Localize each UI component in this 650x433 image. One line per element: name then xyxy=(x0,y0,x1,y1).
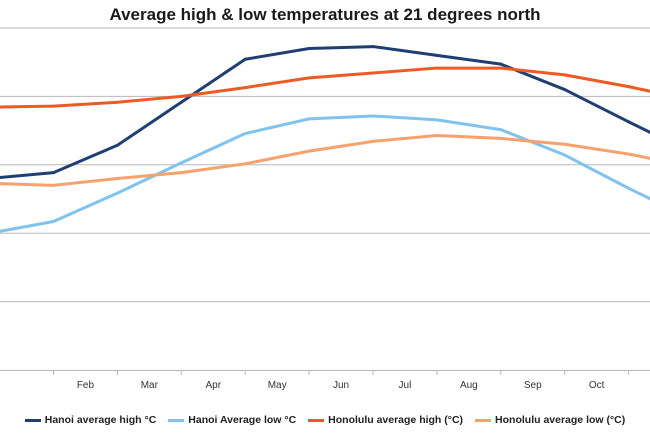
x-tick-label: Mar xyxy=(141,380,159,391)
legend-label: Hanoi average high °C xyxy=(44,414,157,426)
data-point xyxy=(52,183,55,187)
data-point xyxy=(115,100,119,104)
data-point xyxy=(179,171,183,175)
data-point xyxy=(179,94,183,98)
data-point xyxy=(52,104,55,108)
legend-label: Hanoi Average low °C xyxy=(188,414,297,426)
data-point xyxy=(307,149,311,153)
series-line-2 xyxy=(0,114,650,233)
x-tick-label: Apr xyxy=(205,380,221,391)
data-point xyxy=(307,76,311,80)
legend-label: Honolulu average high (°C) xyxy=(328,414,464,426)
data-point xyxy=(499,136,503,140)
data-point xyxy=(371,71,375,75)
data-point xyxy=(563,153,567,157)
data-point xyxy=(307,47,311,51)
data-point xyxy=(115,191,119,195)
x-tick-label: Jul xyxy=(399,380,412,391)
data-point xyxy=(435,53,439,57)
legend-entry-1: Hanoi average high °C xyxy=(24,414,157,426)
chart-legend: Hanoi average high °C Hanoi Average low °… xyxy=(0,414,650,426)
data-point xyxy=(563,73,567,77)
data-point xyxy=(243,57,247,61)
legend-swatch xyxy=(168,418,185,422)
data-point xyxy=(563,142,567,146)
legend-swatch xyxy=(24,418,41,422)
x-tick-label: Aug xyxy=(460,380,478,391)
data-point xyxy=(371,45,375,49)
data-point xyxy=(435,133,439,137)
data-point xyxy=(179,161,183,165)
data-point xyxy=(115,176,119,180)
data-point xyxy=(627,186,631,190)
legend-label: Honolulu average low (°C) xyxy=(495,414,626,426)
data-point xyxy=(371,114,375,118)
x-tick-label: May xyxy=(268,380,287,391)
data-point xyxy=(435,118,439,122)
chart-title: Average high & low temperatures at 21 de… xyxy=(109,5,541,24)
series-line-3 xyxy=(0,66,650,109)
data-point xyxy=(435,66,439,70)
data-point xyxy=(243,162,247,166)
data-point xyxy=(371,139,375,143)
line-chart: FebMarAprMayJunJulAugSepOctNov xyxy=(0,27,650,391)
x-tick-label: Sep xyxy=(524,380,542,391)
legend-swatch xyxy=(308,418,325,422)
legend-entry-2: Hanoi Average low °C xyxy=(168,414,296,426)
data-point xyxy=(499,66,503,70)
legend-swatch xyxy=(475,418,492,422)
series-line-1 xyxy=(0,45,650,180)
legend-entry-3: Honolulu average high (°C) xyxy=(308,414,463,426)
x-tick-label: Feb xyxy=(77,380,95,391)
data-point xyxy=(627,152,631,156)
data-point xyxy=(115,143,119,147)
x-tick-label: Jun xyxy=(333,380,349,391)
data-point xyxy=(52,171,55,175)
data-point xyxy=(307,117,311,121)
data-point xyxy=(499,128,503,132)
data-point xyxy=(499,62,503,66)
data-point xyxy=(243,86,247,90)
data-point xyxy=(179,100,183,104)
data-point xyxy=(52,219,55,223)
x-tick-label: Oct xyxy=(589,380,605,391)
data-point xyxy=(627,120,631,124)
data-point xyxy=(627,85,631,89)
legend-entry-4: Honolulu average low (°C) xyxy=(475,414,625,426)
data-point xyxy=(563,88,567,92)
data-point xyxy=(243,132,247,136)
series-line-4 xyxy=(0,133,650,187)
